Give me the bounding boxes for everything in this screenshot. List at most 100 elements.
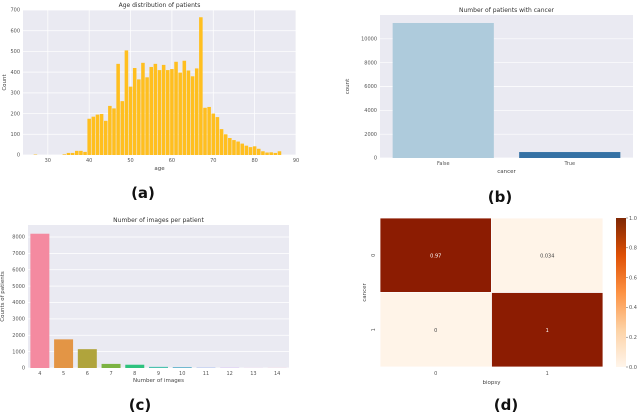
x-tick-label: 0 (434, 371, 437, 377)
x-tick-label: 4 (38, 371, 41, 377)
x-tick-label: 14 (274, 371, 280, 377)
y-tick-label: 100 (10, 132, 20, 138)
x-axis-label: age (154, 166, 165, 172)
age-bar (133, 68, 137, 155)
age-bar (249, 147, 253, 155)
age-bar (261, 151, 265, 155)
y-tick-label: 2000 (12, 333, 25, 339)
x-tick-label: 12 (226, 371, 232, 377)
age-bar (96, 115, 100, 155)
x-tick-label: False (437, 161, 450, 167)
age-bar (75, 151, 79, 155)
age-bar (207, 107, 211, 155)
y-tick-label: 6000 (12, 267, 25, 273)
age-bar (191, 76, 195, 155)
age-bar (236, 142, 240, 155)
age-bar (274, 153, 278, 155)
age-bar (137, 79, 141, 155)
age-bar (104, 121, 108, 155)
age-bar (145, 77, 149, 155)
images-bar (102, 364, 121, 368)
y-tick-label: 0 (374, 156, 377, 162)
age-bar (269, 152, 273, 155)
x-tick-label: 70 (210, 158, 216, 164)
y-tick-label: 1000 (12, 349, 25, 355)
cancer-bar (519, 152, 620, 158)
age-bar (174, 62, 178, 155)
images-bar (54, 339, 73, 368)
age-bar (278, 151, 282, 155)
age-bar (125, 50, 129, 155)
age-bar (212, 114, 216, 155)
y-tick-label: 600 (10, 28, 20, 34)
x-tick-label: 13 (250, 371, 256, 377)
x-tick-label: 11 (203, 371, 209, 377)
y-tick-label: 4000 (364, 108, 377, 114)
y-tick-label: 0 (371, 254, 377, 257)
x-tick-label: 7 (109, 371, 112, 377)
colorbar-tick-label: 0.8 (629, 246, 637, 252)
x-tick-label: 8 (133, 371, 136, 377)
colorbar-tick-label: 0.2 (629, 335, 637, 341)
age-bar (92, 117, 96, 155)
y-axis-label: Count (2, 73, 8, 90)
age-bar (112, 108, 116, 155)
x-tick-label: 80 (251, 158, 257, 164)
colorbar-tick-label: 0.4 (629, 305, 637, 311)
y-tick-label: 6000 (364, 84, 377, 90)
y-tick-label: 200 (10, 111, 20, 117)
age-bar (116, 64, 120, 155)
y-tick-label: 8000 (364, 60, 377, 66)
age-bar (166, 70, 170, 155)
age-bar (121, 101, 125, 155)
caption-c: (c) (129, 396, 152, 414)
x-tick-label: 50 (127, 158, 133, 164)
age-bar (195, 68, 199, 155)
age-bar (220, 129, 224, 155)
colorbar-tick-label: 0.0 (629, 365, 637, 371)
x-tick-label: 1 (546, 371, 549, 377)
age-bar (224, 134, 228, 155)
y-tick-label: 0 (17, 153, 20, 159)
age-bar (149, 67, 153, 155)
y-tick-label: 1 (371, 328, 377, 331)
age-bar (154, 64, 158, 155)
cell-value: 0 (434, 328, 437, 334)
x-axis-label: biopsy (483, 380, 502, 386)
colorbar-tick-label: 1.0 (629, 216, 637, 222)
x-tick-label: 90 (293, 158, 299, 164)
age-bar (178, 73, 182, 155)
age-bar (216, 117, 220, 155)
age-bar (183, 61, 187, 155)
x-tick-label: 40 (86, 158, 92, 164)
age-bar (228, 138, 232, 155)
age-bar (240, 144, 244, 155)
images-bar (173, 367, 192, 368)
age-bar (67, 153, 71, 155)
y-axis-label: cancer (362, 282, 368, 301)
age-bar (141, 63, 145, 155)
x-tick-label: 9 (157, 371, 160, 377)
caption-d: (d) (494, 396, 518, 414)
chart-title: Number of patients with cancer (459, 7, 554, 14)
images-bar (125, 365, 144, 368)
chart-title: Age distribution of patients (119, 2, 201, 9)
caption-a: (a) (131, 184, 155, 202)
y-axis-label: count (345, 78, 351, 94)
x-tick-label: True (563, 161, 575, 167)
cancer-bar (393, 23, 494, 158)
colorbar (616, 218, 626, 367)
chart-title: Number of images per patient (113, 217, 204, 224)
age-bar (63, 154, 67, 155)
y-tick-label: 2000 (364, 132, 377, 138)
age-bar (71, 153, 75, 155)
age-bar (199, 17, 203, 155)
age-bar (100, 114, 104, 155)
images-bar (149, 367, 168, 368)
y-tick-label: 3000 (12, 317, 25, 323)
age-bar (245, 146, 249, 155)
